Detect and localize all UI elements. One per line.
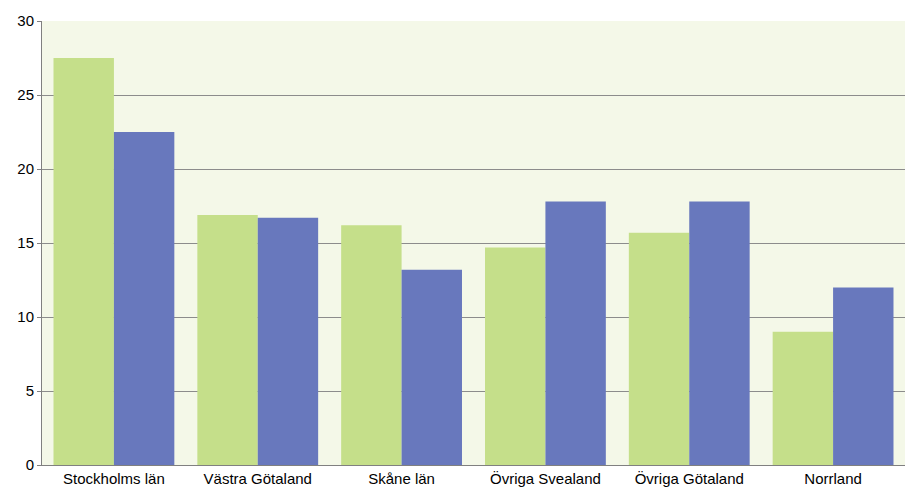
svg-text:25: 25 [17, 86, 34, 103]
svg-text:30: 30 [17, 12, 34, 29]
svg-text:Norrland: Norrland [804, 470, 862, 487]
svg-text:Stockholms län: Stockholms län [63, 470, 165, 487]
svg-text:Övriga Götaland: Övriga Götaland [635, 470, 744, 487]
svg-text:15: 15 [17, 234, 34, 251]
svg-text:0: 0 [26, 456, 34, 473]
svg-text:Skåne län: Skåne län [368, 470, 435, 487]
svg-text:Övriga Svealand: Övriga Svealand [490, 470, 601, 487]
svg-text:Västra Götaland: Västra Götaland [204, 470, 312, 487]
svg-text:10: 10 [17, 308, 34, 325]
svg-text:5: 5 [26, 382, 34, 399]
svg-text:20: 20 [17, 160, 34, 177]
